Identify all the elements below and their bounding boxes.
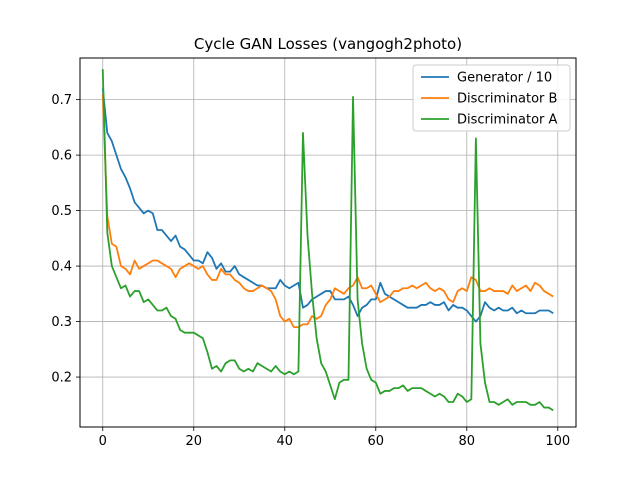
legend-label-discriminator-a: Discriminator A xyxy=(457,113,558,128)
x-tick-label: 40 xyxy=(276,434,293,449)
y-tick-label: 0.2 xyxy=(51,371,72,386)
series-line-generator-10 xyxy=(101,88,554,323)
series-line-discriminator-a xyxy=(101,69,554,412)
series-layer xyxy=(101,69,554,412)
x-tick-label: 0 xyxy=(99,434,107,449)
x-tick-label: 60 xyxy=(368,434,385,449)
axis-ticks: 0 20 40 60 80 100 0.2 0.3 0.4 0.5 0.6 0.7 xyxy=(51,93,570,449)
y-tick-label: 0.3 xyxy=(51,315,72,330)
y-tick-label: 0.4 xyxy=(51,260,72,275)
legend: Generator / 10 Discriminator B Discriminat… xyxy=(412,64,571,132)
chart-title: Cycle GAN Losses (vangogh2photo) xyxy=(194,35,462,53)
y-tick-label: 0.5 xyxy=(51,204,72,219)
plot-frame xyxy=(79,57,577,428)
legend-label-discriminator-b: Discriminator B xyxy=(457,92,557,107)
legend-box xyxy=(412,64,571,132)
x-tick-label: 80 xyxy=(459,434,476,449)
y-tick-label: 0.7 xyxy=(51,93,72,108)
x-tick-label: 20 xyxy=(185,434,202,449)
legend-label-generator-10: Generator / 10 xyxy=(457,71,552,86)
series-line-discriminator-b xyxy=(101,94,554,329)
y-tick-label: 0.6 xyxy=(51,149,72,164)
x-tick-label: 100 xyxy=(545,434,570,449)
